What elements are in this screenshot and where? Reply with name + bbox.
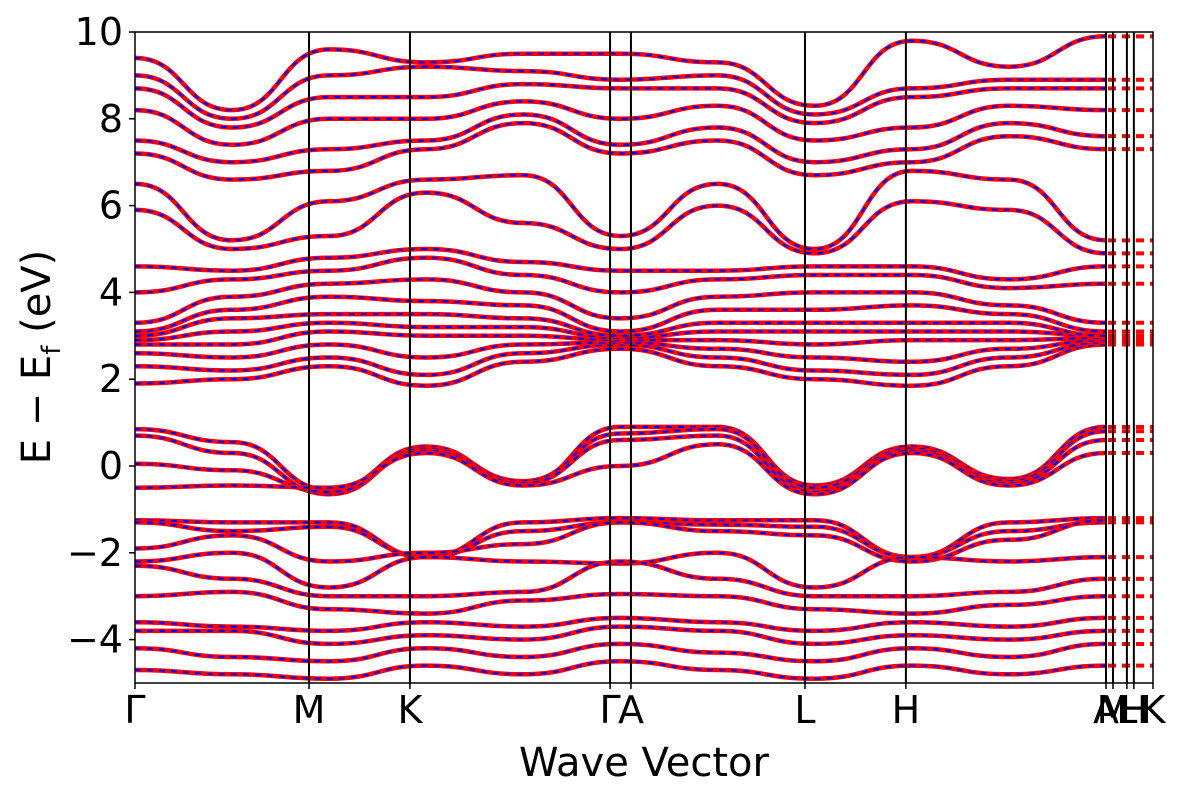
y-tick-label-7: 8 xyxy=(99,97,123,141)
x-tick-label-3: K xyxy=(397,688,423,732)
band-30-blue xyxy=(134,82,1106,129)
x-tick-label-10: L xyxy=(1116,688,1137,732)
band-26-blue xyxy=(134,169,1107,251)
high-symmetry-lines xyxy=(308,32,1135,683)
x-tick-label-8: A xyxy=(1093,688,1119,732)
y-axis-label-main: E − E xyxy=(14,355,60,465)
band-21-blue xyxy=(134,295,1107,333)
y-tick-label-3: 0 xyxy=(99,444,123,488)
y-axis-label-unit: (eV) xyxy=(14,250,60,346)
y-tick-label-8: 10 xyxy=(75,10,123,54)
x-tick-label-4: Γ xyxy=(599,688,620,732)
band-20-blue xyxy=(134,312,1107,337)
band-27-blue xyxy=(134,121,1107,181)
y-tick-label-2: −2 xyxy=(67,531,123,575)
x-tick-label-9: M xyxy=(1097,688,1130,732)
band-31-blue xyxy=(134,65,1106,120)
band-9-blue xyxy=(134,560,1107,598)
band-11-blue xyxy=(134,616,1107,633)
x-tick-label-7: H xyxy=(892,688,921,732)
y-axis-label-subscript: f xyxy=(37,345,67,355)
x-tick-label-11: H xyxy=(1120,688,1149,732)
band-22-blue xyxy=(134,278,1107,324)
band-25-blue xyxy=(134,191,1107,255)
x-tick-label-6: L xyxy=(794,688,815,732)
x-axis-label: Wave Vector xyxy=(519,740,770,786)
band-15-blue xyxy=(134,343,1107,387)
band-18-blue xyxy=(135,330,1107,346)
y-axis-ticks: −4 −2 0 2 4 6 8 10 xyxy=(67,10,135,662)
x-tick-label-1: Γ xyxy=(124,688,145,732)
band-10-blue xyxy=(134,590,1107,615)
band-24-blue xyxy=(134,247,1107,281)
band-17-blue xyxy=(134,339,1107,363)
band-29-red xyxy=(134,99,1107,148)
y-tick-label-1: −4 xyxy=(67,618,123,662)
band-12-blue xyxy=(135,625,1107,646)
x-tick-label-12: K xyxy=(1141,688,1167,732)
band-14-blue xyxy=(134,660,1107,680)
band-5-blue xyxy=(134,516,1107,559)
x-tick-label-5: A xyxy=(618,688,644,732)
band-lines xyxy=(134,34,1153,681)
y-tick-label-5: 4 xyxy=(99,270,123,314)
y-tick-label-6: 6 xyxy=(99,184,123,228)
band-4-blue xyxy=(134,443,1107,496)
band-19-blue xyxy=(134,321,1107,342)
band-13-blue xyxy=(134,642,1107,663)
band-7-blue xyxy=(134,519,1107,563)
band-23-blue xyxy=(134,256,1107,294)
y-tick-label-4: 2 xyxy=(99,357,123,401)
x-tick-label-2: M xyxy=(293,688,326,732)
y-axis-label: E − Ef (eV) xyxy=(14,250,67,465)
band-28-blue xyxy=(134,113,1107,164)
plot-frame xyxy=(134,31,1154,684)
band-32-blue xyxy=(134,35,1107,112)
